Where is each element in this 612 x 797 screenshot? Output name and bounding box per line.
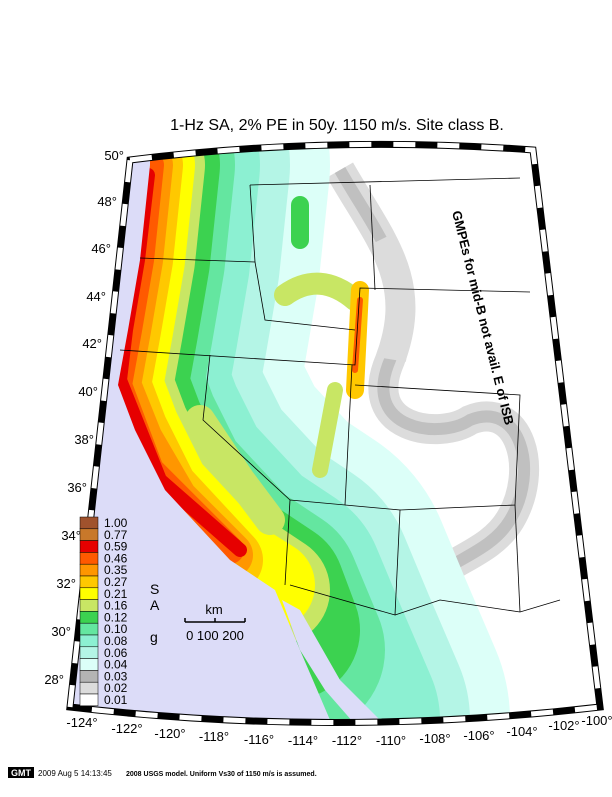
legend-label: 0.46 [104,551,128,565]
longitude-label: -114° [288,733,318,748]
longitude-labels: -124° -122° -120° -118° -116° -114° -112° -110°… [66,713,612,748]
longitude-label: -118° [199,729,229,744]
longitude-label: -120° [154,726,185,741]
border [254,261,356,331]
legend-unit-letter: S [150,581,159,597]
border [289,504,401,616]
scale-bar [184,618,246,623]
legend-label: 0.04 [104,658,128,672]
legend-swatch [79,540,99,553]
longitude-label: -104° [506,724,537,739]
longitude-label: -106° [463,728,494,743]
latitude-label: 32° [56,576,76,591]
scale-labels: 0 100 200 [186,628,244,643]
legend-label: 0.10 [104,622,128,636]
latitude-labels: 50° 48° 46° 44° 42° 40° 38° 36° 34° 32° 30° 28° [44,148,124,687]
legend-swatch [79,528,99,541]
longitude-label: -110° [376,733,406,748]
gmt-logo-text: GMT [11,768,31,778]
longitude-label: -124° [66,715,97,730]
timestamp: 2009 Aug 5 14:13:45 [38,769,112,778]
border [514,504,521,613]
legend-swatch [79,611,99,624]
legend-label: 0.01 [104,693,128,707]
legend-label: 0.59 [104,540,128,554]
latitude-label: 40° [78,384,98,399]
longitude-label: -122° [111,721,142,736]
border [119,287,531,366]
legend-swatch [79,587,99,600]
legend-swatch [79,646,99,659]
legend-label: 0.16 [104,599,128,613]
legend-swatch [79,693,99,707]
hazard-zone [185,405,285,535]
legend-label: 0.35 [104,563,128,577]
legend-label: 1.00 [104,516,128,530]
latitude-label: 28° [44,672,64,687]
gmt-logo [8,767,34,778]
longitude-label: -108° [419,731,450,746]
latitude-label: 50° [104,148,124,163]
legend-swatch [79,622,99,636]
legend-swatch [79,516,99,530]
hazard-band [370,235,412,362]
latitude-label: 48° [97,194,117,209]
borders [119,177,561,616]
hazard-zone [312,382,343,478]
legend-label: 0.27 [104,575,128,589]
legend-label: 0.02 [104,681,128,695]
legend: 1.000.770.590.460.350.270.210.160.120.10… [79,516,160,707]
legend-swatch [79,552,99,565]
latitude-label: 38° [74,432,94,447]
legend-label: 0.06 [104,646,128,660]
legend-label: 0.77 [104,528,128,542]
legend-label: 0.21 [104,587,128,601]
legend-swatch [79,681,99,695]
gulf-of-california [282,600,380,723]
legend-swatch [79,599,99,612]
map-frame-ticks [67,141,603,725]
longitude-label: -116° [244,732,274,747]
border [202,354,291,586]
border [249,177,521,186]
map-title: 1-Hz SA, 2% PE in 50y. 1150 m/s. Site cl… [170,117,504,134]
latitude-label: 36° [67,480,87,495]
legend-swatch [79,563,99,577]
longitude-label: -102° [548,718,579,733]
border [354,384,521,511]
longitude-label: -100° [581,713,612,728]
border [369,184,376,291]
legend-label: 0.12 [104,610,128,624]
legend-swatch [79,670,99,683]
latitude-label: 30° [51,624,71,639]
hazard-zone [274,272,366,311]
latitude-label: 42° [82,336,102,351]
latitude-label: 46° [91,241,111,256]
border [394,599,561,616]
legend-label: 0.03 [104,669,128,683]
latitude-label: 44° [86,289,106,304]
legend-label: 0.08 [104,634,128,648]
legend-swatch [79,658,99,671]
longitude-label: -112° [332,733,362,748]
legend-swatch [79,575,99,589]
scale-unit: km [205,602,222,617]
footer-note: 2008 USGS model. Uniform Vs30 of 1150 m/… [126,771,317,778]
legend-unit-letter: A [150,597,160,613]
latitude-label: 34° [61,528,81,543]
legend-unit-letter: g [150,629,158,645]
legend-swatch [79,634,99,648]
